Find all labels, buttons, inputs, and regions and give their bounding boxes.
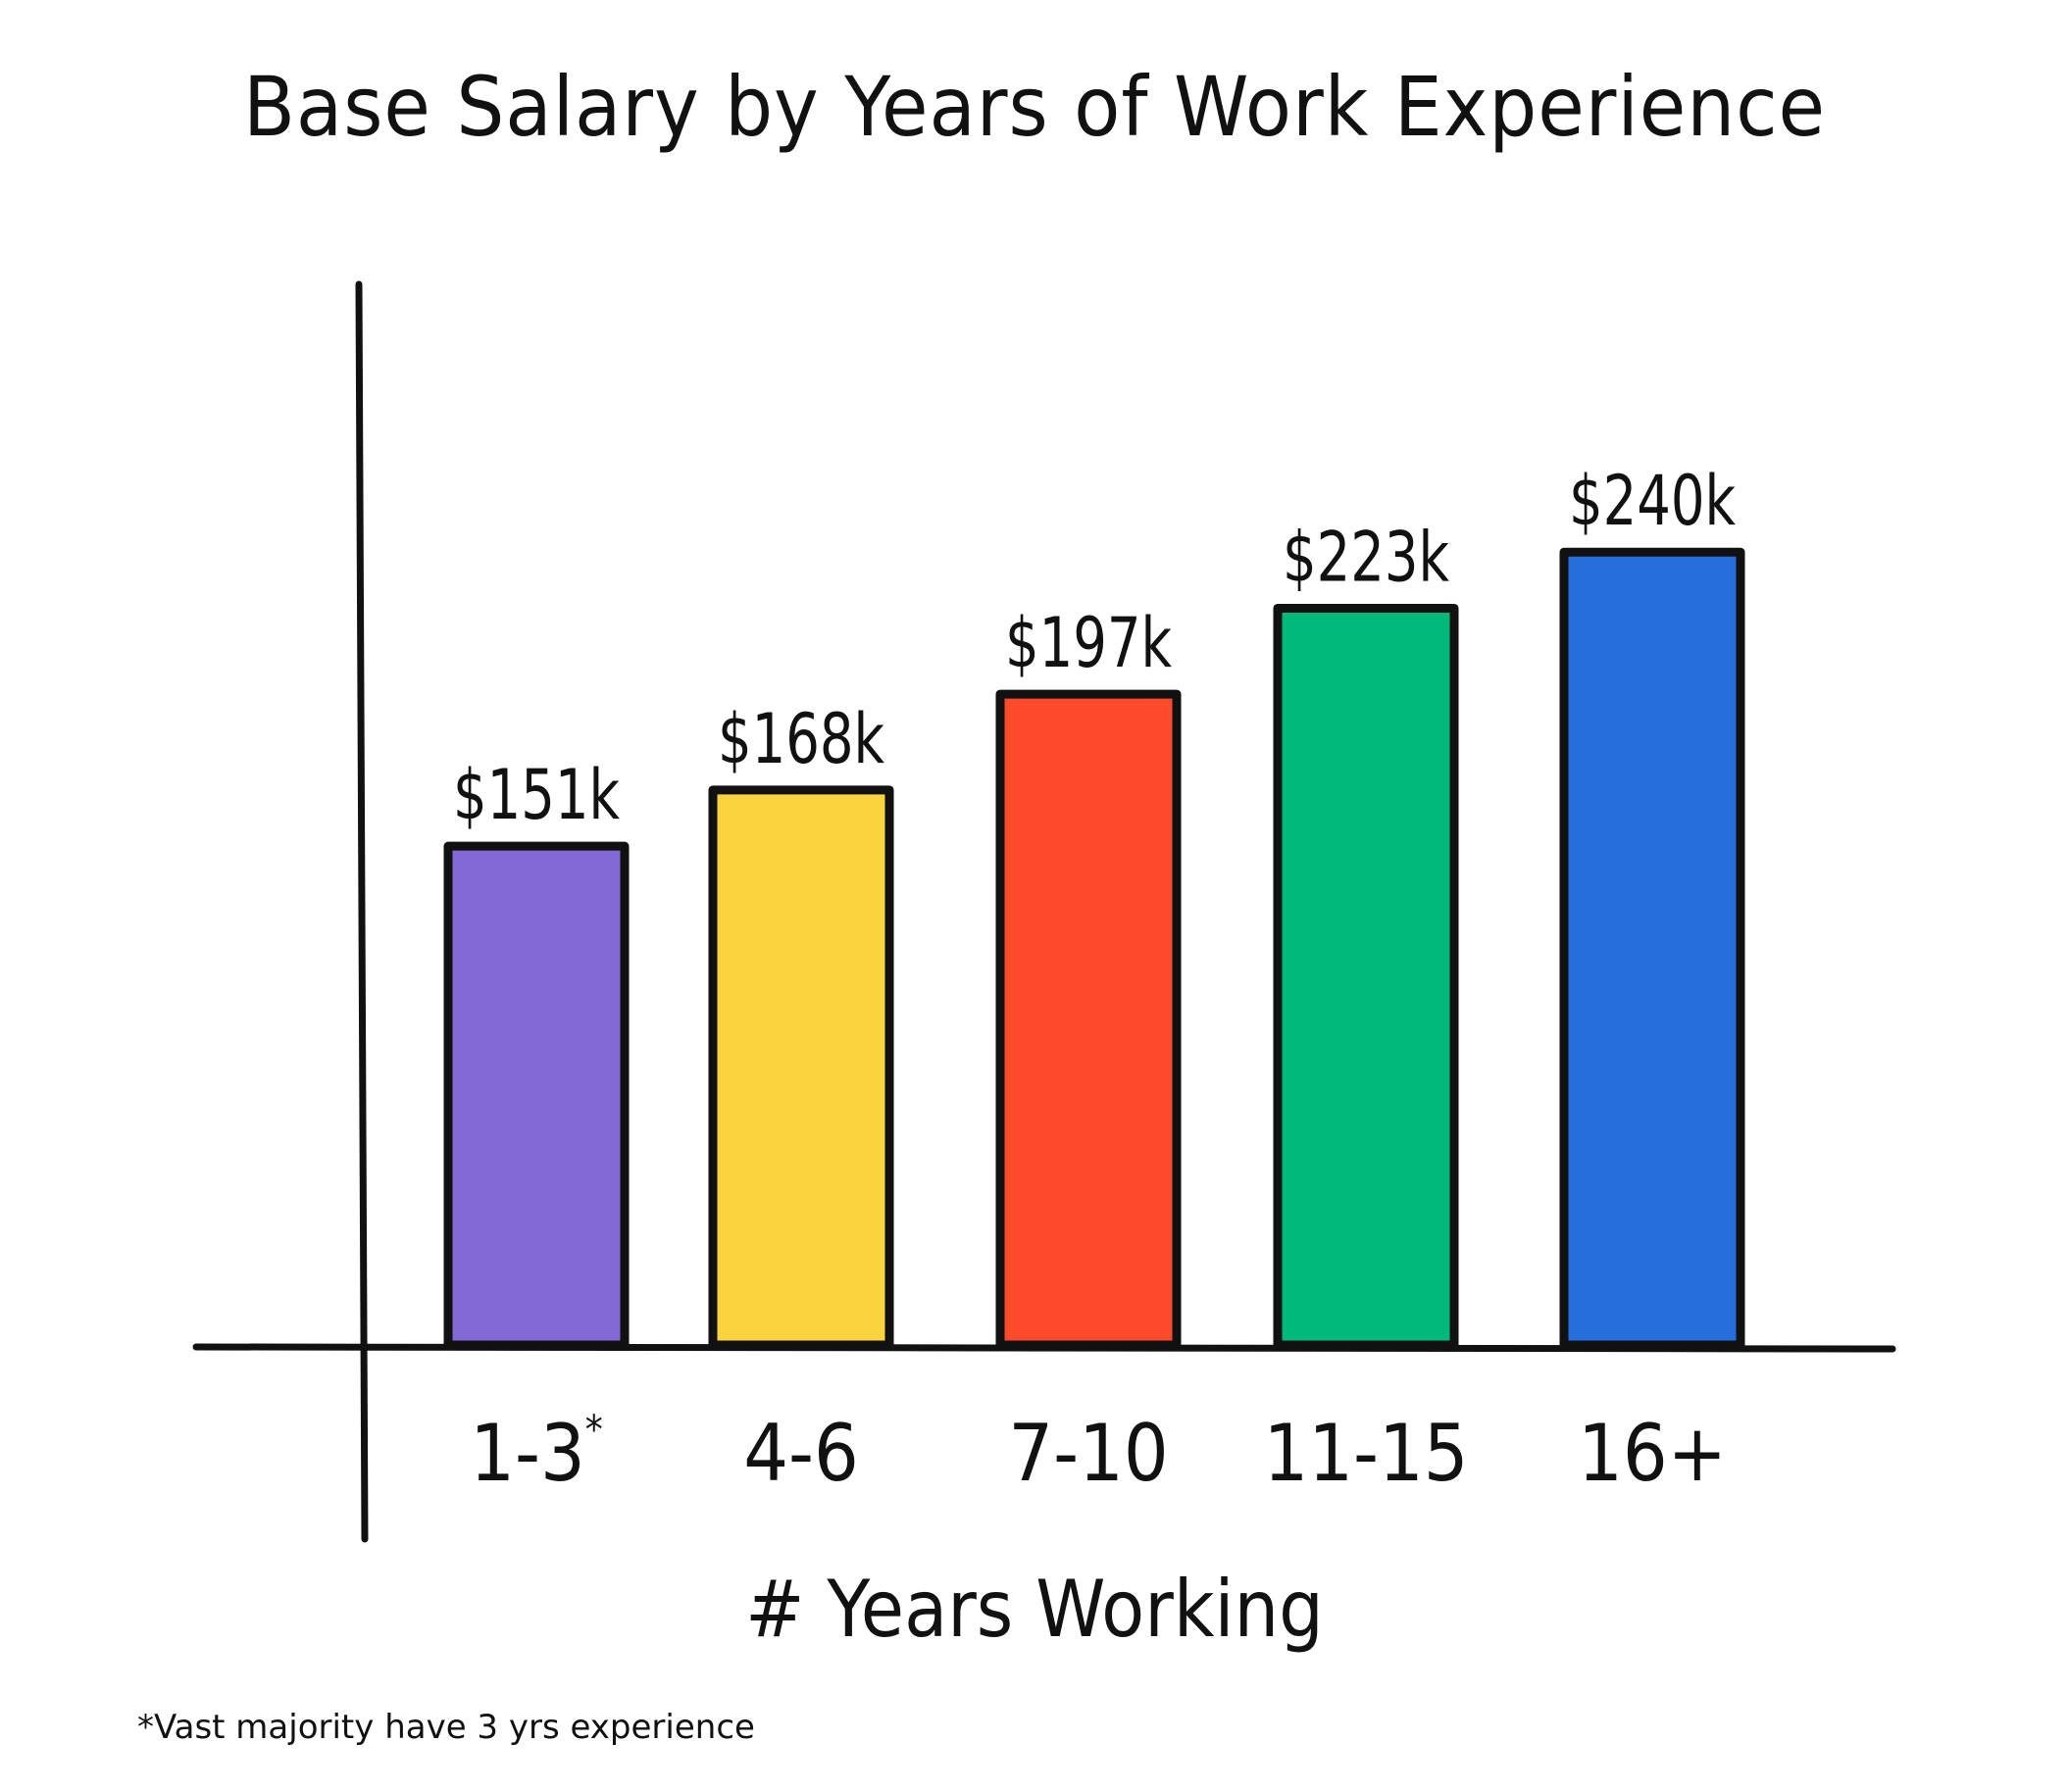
bar-value-label: $168k <box>718 699 884 779</box>
x-axis-title: # Years Working <box>745 1564 1324 1655</box>
bars-layer <box>443 547 1745 1350</box>
category-label: 16+ <box>1578 1408 1727 1499</box>
chart-title: Base Salary by Years of Work Experience <box>242 59 1826 155</box>
category-footnote-marker: * <box>585 1408 603 1453</box>
footnote: *Vast majority have 3 yrs experience <box>137 1708 755 1747</box>
category-label: 4-6 <box>743 1408 859 1499</box>
bar-4-6 <box>708 785 894 1350</box>
bar-value-label: $223k <box>1283 517 1449 597</box>
bar-value-label: $151k <box>453 755 620 835</box>
category-label: 7-10 <box>1008 1408 1168 1499</box>
labels-layer: $151k 1-3* $168k 4-6 $197k 7-10 $223k 11-15 $240… <box>453 461 1736 1499</box>
bar-11-15 <box>1273 603 1459 1350</box>
bar-1-3 <box>443 841 630 1350</box>
bar-7-10 <box>995 689 1182 1350</box>
bar-value-label: $240k <box>1569 461 1736 541</box>
bar-16+ <box>1559 547 1745 1350</box>
y-axis <box>355 280 369 1543</box>
category-label: 11-15 <box>1263 1408 1468 1499</box>
axes-layer <box>192 280 1896 1543</box>
x-axis <box>192 1343 1896 1353</box>
bar-value-label: $197k <box>1005 603 1172 683</box>
category-label: 1-3* <box>470 1408 603 1499</box>
